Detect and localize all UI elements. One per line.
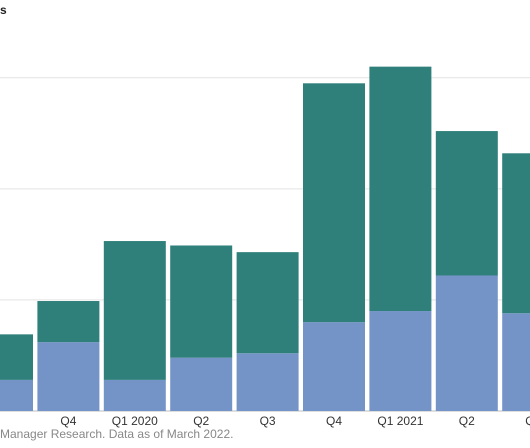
- bar-segment-series-1-3: [170, 357, 233, 411]
- x-tick-label: Q1 2021: [377, 414, 423, 428]
- bar-segment-series-2-3: [170, 245, 233, 358]
- x-tick-label: Q1 2020: [112, 414, 158, 428]
- x-tick-label: Q3: [260, 414, 276, 428]
- x-tick-label: Q4: [60, 414, 76, 428]
- bar-segment-series-1-7: [435, 275, 498, 411]
- bar-segment-series-1-2: [103, 379, 166, 411]
- bar-segment-series-2-6: [369, 66, 432, 312]
- x-axis: Q4 Q1 2020 Q2 Q3 Q4 Q1 2021 Q2 Q3: [60, 414, 530, 428]
- bar-segment-series-2-1: [37, 301, 100, 343]
- bar-segment-series-2-2: [103, 241, 166, 380]
- bar-segment-series-1-8: [502, 313, 530, 411]
- bar-segment-series-1-6: [369, 311, 432, 411]
- bar-segment-series-1-0: [0, 379, 33, 411]
- bars: [0, 66, 530, 411]
- x-tick-label: Q3: [525, 414, 530, 428]
- bar-segment-series-1-1: [37, 342, 100, 411]
- source-note: Manager Research. Data as of March 2022.: [0, 427, 234, 441]
- bar-segment-series-2-0: [0, 334, 33, 380]
- bar-segment-series-1-4: [236, 353, 299, 411]
- bar-segment-series-1-5: [303, 322, 365, 411]
- x-tick-label: Q2: [193, 414, 209, 428]
- x-tick-label: Q2: [459, 414, 475, 428]
- bar-segment-series-2-7: [435, 131, 498, 276]
- bar-segment-series-2-4: [236, 252, 299, 354]
- bar-segment-series-2-5: [303, 83, 365, 323]
- chart-title-fragment: s: [0, 3, 7, 17]
- bar-segment-series-2-8: [502, 153, 530, 314]
- x-tick-label: Q4: [326, 414, 342, 428]
